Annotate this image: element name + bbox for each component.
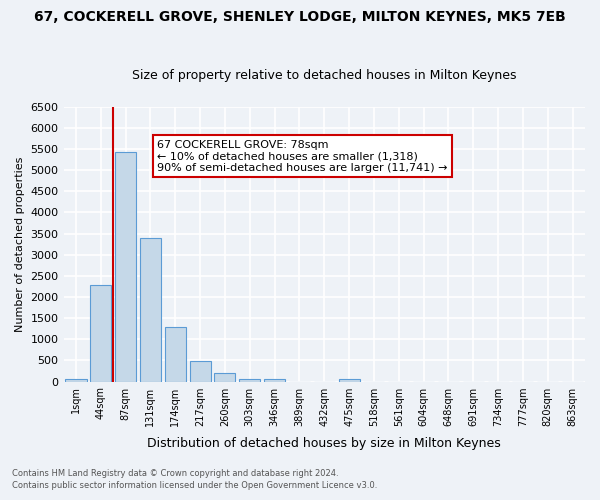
Y-axis label: Number of detached properties: Number of detached properties [15,156,25,332]
Text: 67 COCKERELL GROVE: 78sqm
← 10% of detached houses are smaller (1,318)
90% of se: 67 COCKERELL GROVE: 78sqm ← 10% of detac… [157,140,448,173]
Bar [264,378,285,382]
Bar [190,361,211,382]
Bar [239,378,260,382]
Bar [90,285,112,382]
X-axis label: Distribution of detached houses by size in Milton Keynes: Distribution of detached houses by size … [148,437,501,450]
Bar [338,378,359,382]
Bar [115,152,136,382]
Bar [65,380,86,382]
Bar [140,238,161,382]
Text: Contains HM Land Registry data © Crown copyright and database right 2024.
Contai: Contains HM Land Registry data © Crown c… [12,468,377,490]
Title: Size of property relative to detached houses in Milton Keynes: Size of property relative to detached ho… [132,69,517,82]
Text: 67, COCKERELL GROVE, SHENLEY LODGE, MILTON KEYNES, MK5 7EB: 67, COCKERELL GROVE, SHENLEY LODGE, MILT… [34,10,566,24]
Bar [214,374,235,382]
Bar [165,326,186,382]
